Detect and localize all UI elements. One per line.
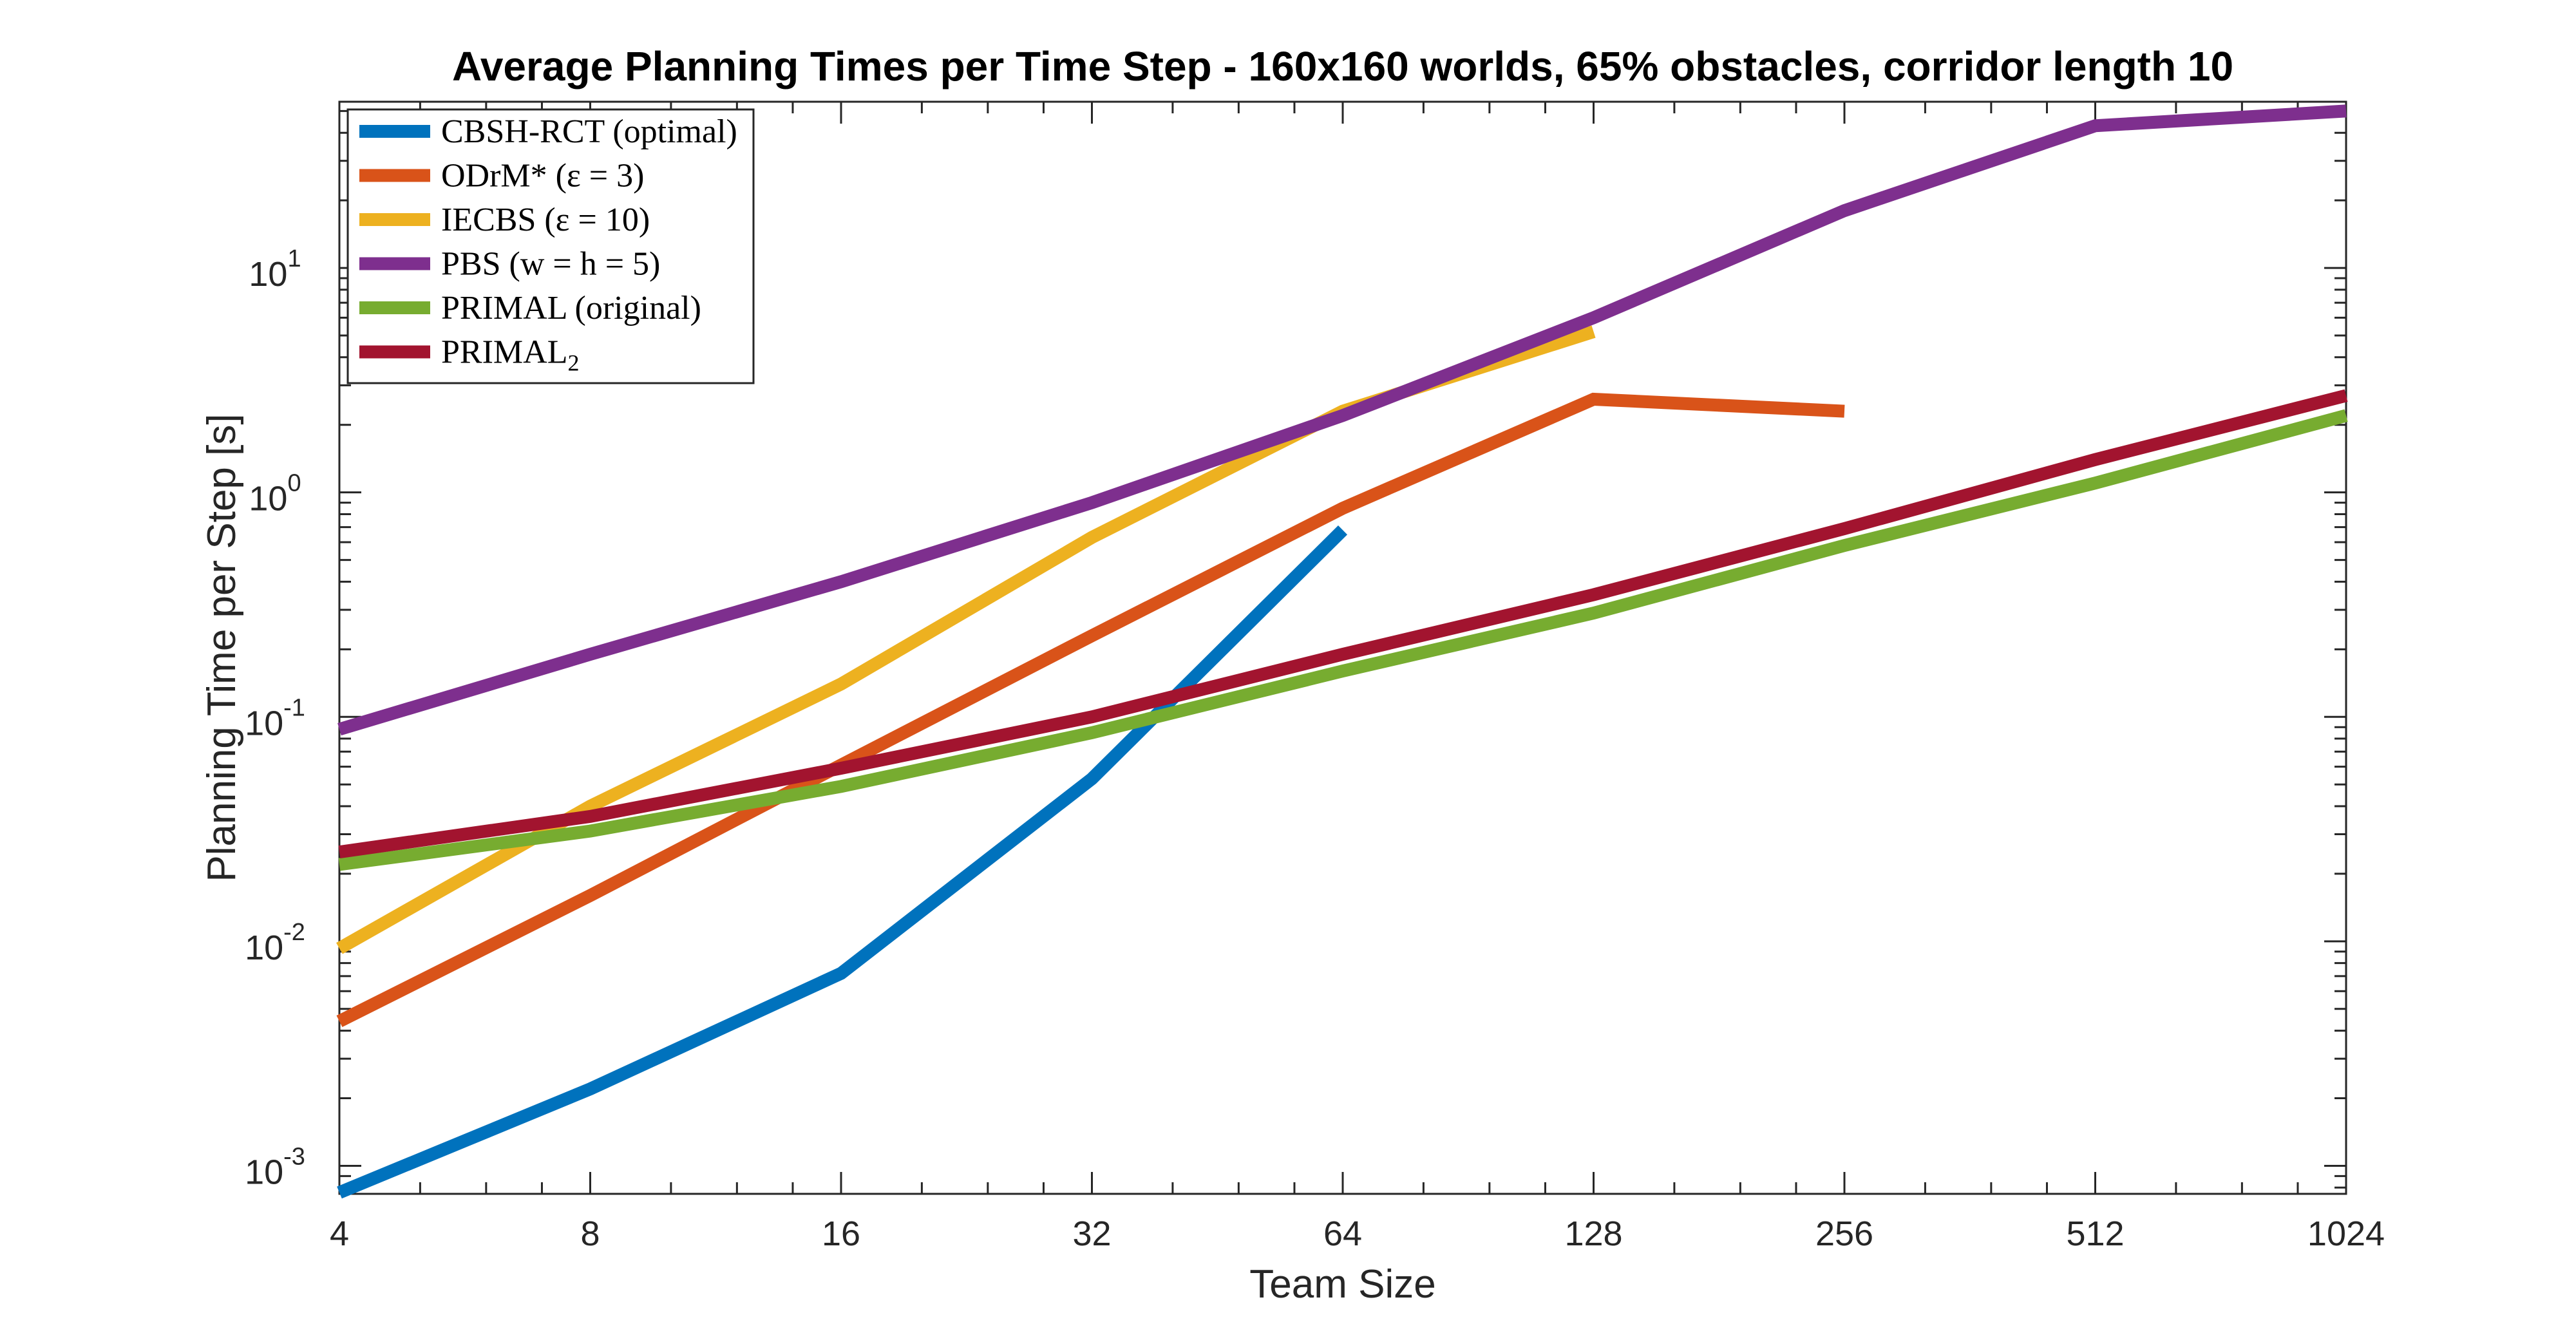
legend-entry: CBSH-RCT (optimal) <box>441 113 737 150</box>
y-axis-label: Planning Time per Step [s] <box>200 413 244 882</box>
x-tick-label: 128 <box>1564 1214 1622 1253</box>
x-tick-label: 64 <box>1323 1214 1362 1253</box>
series-lines <box>336 104 2348 1199</box>
x-tick-label: 512 <box>2066 1214 2124 1253</box>
series-line-5 <box>338 409 2348 871</box>
legend-entry: PRIMAL (original) <box>441 290 701 326</box>
chart-title: Average Planning Times per Time Step - 1… <box>452 43 2233 90</box>
x-tick-label: 8 <box>580 1214 600 1253</box>
x-tick-label: 16 <box>822 1214 860 1253</box>
series-line-4 <box>337 104 2347 736</box>
x-axis-label: Team Size <box>1249 1262 1435 1307</box>
legend-entry: IECBS (ε = 10) <box>441 202 650 238</box>
series-line-6 <box>338 389 2348 859</box>
x-tick-label: 256 <box>1815 1214 1873 1253</box>
x-ticks: 4 8 16 32 64 128 256 512 1024 <box>330 102 2385 1253</box>
y-tick-label: 100 <box>249 470 301 518</box>
legend-entry: ODrM* (ε = 3) <box>441 158 644 194</box>
y-tick-label: 10-1 <box>245 694 305 742</box>
legend-entry: PRIMAL2 <box>441 334 579 376</box>
y-tick-label: 101 <box>249 245 301 294</box>
legend: CBSH-RCT (optimal) ODrM* (ε = 3) IECBS (ε … <box>346 108 755 384</box>
legend-entry: PBS (w = h = 5) <box>441 246 660 283</box>
y-tick-label: 10-2 <box>245 919 305 967</box>
x-tick-label: 4 <box>330 1214 349 1253</box>
x-tick-label: 1024 <box>2307 1214 2385 1253</box>
x-tick-label: 32 <box>1072 1214 1111 1253</box>
y-tick-label: 10-3 <box>245 1143 305 1191</box>
series-line-2 <box>336 392 1845 1028</box>
legend-box <box>346 108 755 384</box>
